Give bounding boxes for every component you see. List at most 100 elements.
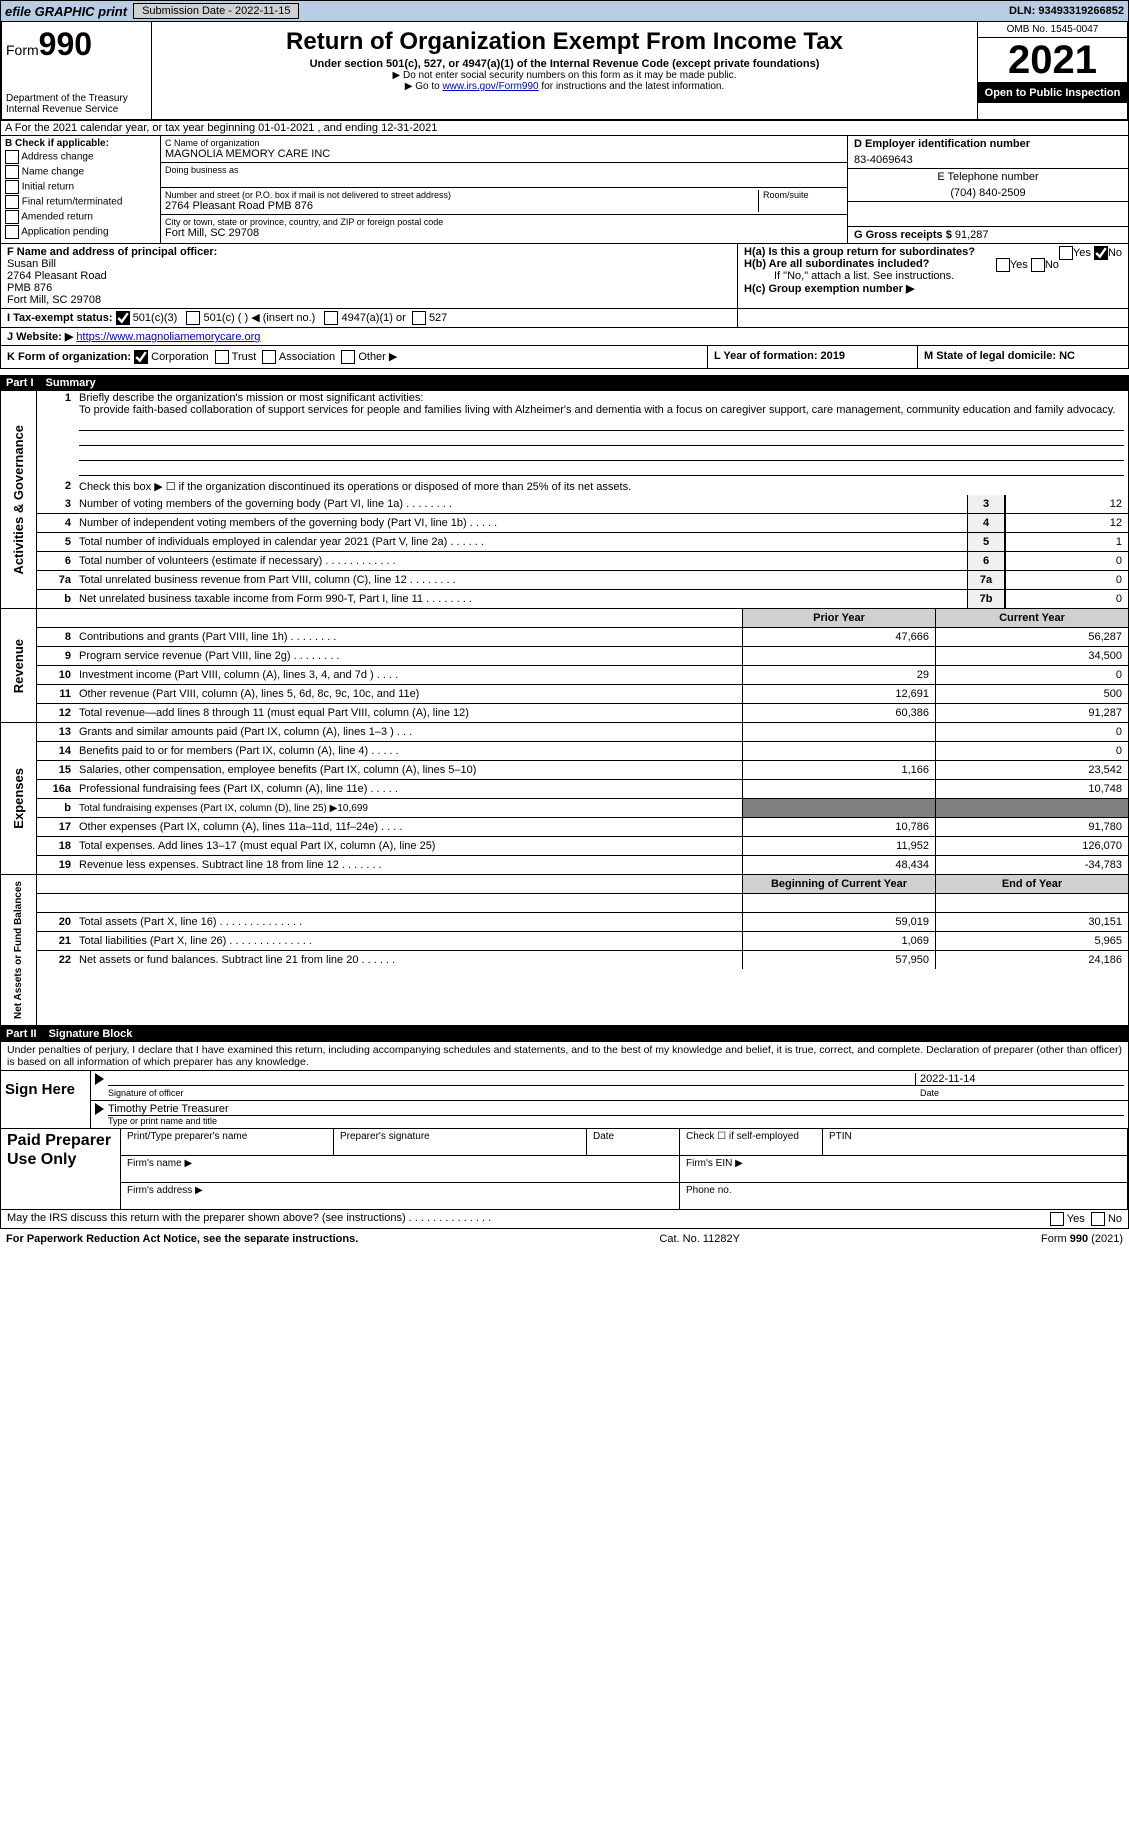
l17: Other expenses (Part IX, column (A), lin… [75,820,742,834]
section-bcdefg: B Check if applicable: Address change Na… [0,136,1129,244]
part1-header: Part I Summary [0,375,1129,391]
prior-hdr: Prior Year [742,609,935,627]
ha-no[interactable] [1094,246,1108,260]
prep-check[interactable]: Check ☐ if self-employed [680,1129,823,1156]
section-ij: I Tax-exempt status: 501(c)(3) 501(c) ( … [0,309,1129,346]
chk-assoc[interactable] [262,350,276,364]
l3: Number of voting members of the governin… [75,497,967,511]
chk-other[interactable] [341,350,355,364]
l12: Total revenue—add lines 8 through 11 (mu… [75,706,742,720]
e-label: E Telephone number [854,171,1122,183]
d-label: D Employer identification number [854,138,1030,150]
dept-treasury: Department of the Treasury [6,93,147,104]
chk-527[interactable] [412,311,426,325]
hb-label: H(b) Are all subordinates included? [744,258,929,270]
c9: 34,500 [935,647,1128,665]
open-inspection: Open to Public Inspection [978,83,1127,103]
discuss-label: May the IRS discuss this return with the… [7,1212,491,1226]
l2: Check this box ▶ ☐ if the organization d… [75,479,1128,494]
part2-header: Part II Signature Block [0,1026,1129,1042]
part2-title: Signature Block [49,1028,133,1040]
discuss-no[interactable] [1091,1212,1105,1226]
irs-label: Internal Revenue Service [6,104,147,115]
chk-501c[interactable] [186,311,200,325]
m-label: M State of legal domicile: NC [924,350,1075,362]
chk-4947[interactable] [324,311,338,325]
p19: 48,434 [742,856,935,874]
city-state-zip: Fort Mill, SC 29708 [165,227,843,239]
website-link[interactable]: https://www.magnoliamemorycare.org [76,331,260,343]
chk-trust[interactable] [215,350,229,364]
k-label: K Form of organization: [7,351,131,363]
hb-no[interactable] [1031,258,1045,272]
line-a: A For the 2021 calendar year, or tax yea… [0,121,1129,136]
l11: Other revenue (Part VIII, column (A), li… [75,687,742,701]
l10: Investment income (Part VIII, column (A)… [75,668,742,682]
chk-application[interactable]: Application pending [5,225,156,239]
part1-title: Summary [46,377,96,389]
form-990: 990 [39,26,92,62]
v4: 12 [1005,514,1128,532]
hb-yes[interactable] [996,258,1010,272]
l19: Revenue less expenses. Subtract line 18 … [75,858,742,872]
chk-address-change[interactable]: Address change [5,150,156,164]
l18: Total expenses. Add lines 13–17 (must eq… [75,839,742,853]
l21: Total liabilities (Part X, line 26) . . … [75,934,742,948]
chk-amended[interactable]: Amended return [5,210,156,224]
c13: 0 [935,723,1128,741]
prep-sig-hdr: Preparer's signature [334,1129,587,1156]
revenue-section: Revenue Prior YearCurrent Year 8Contribu… [0,609,1129,723]
prep-date-hdr: Date [587,1129,680,1156]
p18: 11,952 [742,837,935,855]
revenue-label: Revenue [9,633,28,699]
expenses-section: Expenses 13Grants and similar amounts pa… [0,723,1129,875]
expenses-label: Expenses [9,762,28,835]
p21: 1,069 [742,932,935,950]
sign-here-label: Sign Here [1,1071,91,1128]
form-title: Return of Organization Exempt From Incom… [156,28,973,56]
c15: 23,542 [935,761,1128,779]
l7a: Total unrelated business revenue from Pa… [75,573,967,587]
submission-date-btn[interactable]: Submission Date - 2022-11-15 [133,3,299,19]
l1-label: Briefly describe the organization's miss… [79,392,423,404]
arrow-icon [95,1103,104,1115]
p13 [742,723,935,741]
blank-begin [742,894,935,912]
b-label: B Check if applicable: [5,138,109,149]
efile-label: efile GRAPHIC print [5,4,127,19]
begin-hdr: Beginning of Current Year [742,875,935,893]
v5: 1 [1005,533,1128,551]
chk-501c3[interactable] [116,311,130,325]
paperwork-notice: For Paperwork Reduction Act Notice, see … [6,1233,358,1245]
page-footer: For Paperwork Reduction Act Notice, see … [0,1229,1129,1249]
irs-link[interactable]: www.irs.gov/Form990 [442,81,538,92]
firm-addr: Firm's address ▶ [121,1183,680,1210]
top-bar: efile GRAPHIC print Submission Date - 20… [0,0,1129,22]
ha-yes[interactable] [1059,246,1073,260]
note-ssn: ▶ Do not enter social security numbers o… [156,70,973,81]
firm-name: Firm's name ▶ [121,1156,680,1183]
v7a: 0 [1005,571,1128,589]
form-label: Form [6,42,39,58]
governance-section: Activities & Governance 1 Briefly descri… [0,391,1129,609]
firm-phone: Phone no. [680,1183,1128,1210]
c-label: C Name of organization [165,138,843,148]
form-header: Form990 Department of the Treasury Inter… [0,22,1129,121]
phone: (704) 840-2509 [854,187,1122,199]
discuss-yes[interactable] [1050,1212,1064,1226]
discuss-row: May the IRS discuss this return with the… [1,1209,1128,1228]
blank-end [935,894,1128,912]
hc-label: H(c) Group exemption number ▶ [744,283,914,295]
chk-corp[interactable] [134,350,148,364]
firm-ein: Firm's EIN ▶ [680,1156,1128,1183]
chk-name-change[interactable]: Name change [5,165,156,179]
c18: 126,070 [935,837,1128,855]
f-label: F Name and address of principal officer: [7,246,217,258]
cat-no: Cat. No. 11282Y [659,1233,740,1245]
col-c: C Name of organization MAGNOLIA MEMORY C… [161,136,848,243]
date-label: Date [916,1088,1124,1098]
l16b: Total fundraising expenses (Part IX, col… [75,801,742,815]
chk-final-return[interactable]: Final return/terminated [5,195,156,209]
officer-city: Fort Mill, SC 29708 [7,294,101,306]
chk-initial-return[interactable]: Initial return [5,180,156,194]
